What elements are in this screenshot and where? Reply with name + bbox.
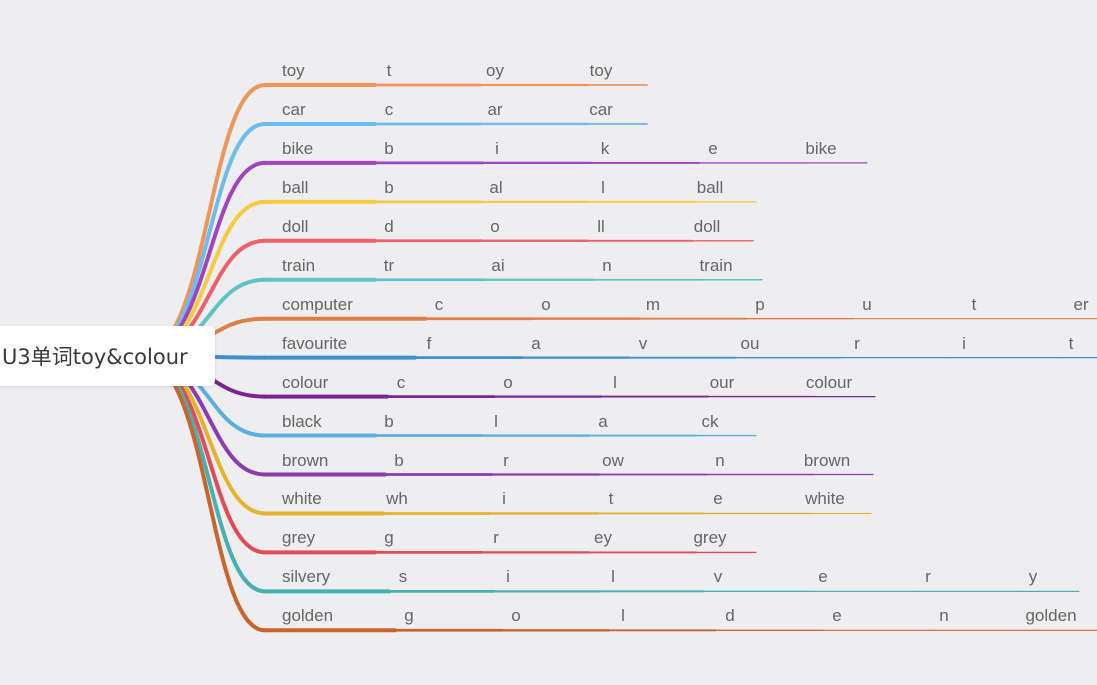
- branch-connector: [138, 83, 267, 358]
- letter-group-node[interactable]: d: [725, 606, 735, 626]
- root-topic-node[interactable]: U3单词toy&colour: [0, 326, 215, 386]
- letter-group-node[interactable]: n: [602, 255, 612, 275]
- letter-group-node[interactable]: er: [1073, 294, 1089, 314]
- letter-group-node[interactable]: v: [713, 567, 723, 587]
- letter-group-node[interactable]: l: [611, 567, 615, 587]
- branch-word-node[interactable]: grey: [282, 528, 316, 548]
- branch-connector: [138, 354, 267, 633]
- letter-group-node[interactable]: grey: [693, 528, 727, 548]
- letter-group-node[interactable]: toy: [589, 61, 613, 80]
- letter-group-node[interactable]: colour: [805, 372, 853, 392]
- letter-group-node[interactable]: i: [495, 138, 499, 158]
- letter-group-node[interactable]: golden: [1025, 606, 1077, 626]
- letter-group-node[interactable]: o: [541, 294, 551, 314]
- letter-group-node[interactable]: oy: [486, 61, 504, 80]
- letter-group-node[interactable]: white: [805, 489, 845, 509]
- branch-word-node[interactable]: doll: [282, 216, 309, 236]
- letter-group-node[interactable]: y: [1028, 567, 1038, 587]
- letter-group-node[interactable]: ar: [487, 99, 503, 119]
- letter-group-node[interactable]: c: [434, 294, 444, 314]
- branch-word-node[interactable]: ball: [282, 177, 309, 197]
- letter-group-node[interactable]: ow: [602, 450, 624, 470]
- letter-group-node[interactable]: e: [818, 567, 828, 587]
- letter-group-node[interactable]: d: [384, 216, 394, 236]
- letter-group-node[interactable]: o: [503, 372, 513, 392]
- letter-group-node[interactable]: g: [404, 606, 414, 626]
- letter-group-node[interactable]: b: [384, 177, 394, 197]
- letter-group-node[interactable]: t: [608, 489, 614, 509]
- letter-group-node[interactable]: r: [503, 450, 509, 470]
- letter-group-node[interactable]: ll: [597, 216, 605, 236]
- branch-word-node[interactable]: black: [282, 411, 322, 431]
- letter-group-node[interactable]: l: [613, 372, 617, 392]
- letter-group-node[interactable]: g: [384, 528, 394, 548]
- letter-group-node[interactable]: k: [600, 138, 610, 158]
- letter-group-node[interactable]: m: [645, 294, 661, 314]
- letter-group-node[interactable]: ey: [594, 528, 612, 548]
- letter-group-node[interactable]: i: [506, 567, 510, 587]
- letter-group-node[interactable]: r: [493, 528, 499, 548]
- letter-group-node[interactable]: r: [925, 567, 931, 587]
- letter-group-node[interactable]: al: [489, 177, 503, 197]
- letter-group-node[interactable]: ai: [491, 255, 505, 275]
- letter-group-node[interactable]: u: [862, 294, 872, 314]
- letter-group-node[interactable]: c: [396, 372, 406, 392]
- letter-group-node[interactable]: train: [699, 255, 733, 275]
- letter-group-node[interactable]: a: [531, 333, 541, 353]
- branch-word-node[interactable]: train: [282, 255, 316, 275]
- letter-group-node[interactable]: ou: [740, 333, 760, 353]
- branch-word-node[interactable]: toy: [282, 61, 305, 80]
- letter-group-node[interactable]: c: [384, 99, 394, 119]
- letter-group-node[interactable]: doll: [693, 216, 721, 236]
- letter-group-node[interactable]: ck: [701, 411, 719, 431]
- letter-group-node[interactable]: i: [962, 333, 966, 353]
- branch-word-node[interactable]: computer: [282, 294, 353, 314]
- letter-group-node[interactable]: l: [601, 177, 605, 197]
- letter-group-node[interactable]: b: [394, 450, 404, 470]
- letter-group-node[interactable]: t: [971, 294, 977, 314]
- letter-group-node[interactable]: a: [598, 411, 608, 431]
- letter-group-node[interactable]: tr: [383, 255, 395, 275]
- branch-word-node[interactable]: golden: [282, 606, 334, 626]
- branch-word-node[interactable]: silvery: [282, 567, 331, 587]
- letter-group-node[interactable]: f: [426, 333, 432, 353]
- letter-group-node[interactable]: p: [755, 294, 765, 314]
- letter-group-node[interactable]: t: [1068, 333, 1074, 353]
- letter-group-node[interactable]: t: [386, 61, 392, 80]
- letter-group-node[interactable]: l: [621, 606, 625, 626]
- letter-group-node[interactable]: b: [384, 411, 394, 431]
- letter-group-node[interactable]: wh: [386, 489, 408, 509]
- letter-group-node[interactable]: ball: [696, 177, 724, 197]
- letter-group-node[interactable]: v: [638, 333, 648, 353]
- branch-word-node[interactable]: white: [282, 489, 322, 509]
- root-topic-label: U3单词toy&colour: [2, 345, 188, 369]
- letter-group-node[interactable]: o: [511, 606, 521, 626]
- branch-word-node[interactable]: favourite: [282, 333, 348, 353]
- branch-word-node[interactable]: brown: [282, 450, 329, 470]
- letter-group-node[interactable]: n: [939, 606, 949, 626]
- letter-group-node[interactable]: l: [494, 411, 498, 431]
- branch-word-node[interactable]: colour: [282, 372, 329, 392]
- letter-group-node[interactable]: e: [713, 489, 723, 509]
- letter-group-node[interactable]: e: [708, 138, 718, 158]
- letter-group-node[interactable]: brown: [803, 450, 851, 470]
- letter-group-node[interactable]: e: [832, 606, 842, 626]
- letter-group-node[interactable]: o: [490, 216, 500, 236]
- letter-group-node[interactable]: i: [502, 489, 506, 509]
- letter-group-node[interactable]: n: [715, 450, 725, 470]
- branch-word-node[interactable]: car: [282, 99, 306, 119]
- letter-group-node[interactable]: s: [398, 567, 408, 587]
- letter-group-node[interactable]: car: [589, 99, 613, 119]
- branch-word-node[interactable]: bike: [282, 138, 314, 158]
- letter-group-node[interactable]: bike: [805, 138, 837, 158]
- letter-group-node[interactable]: b: [384, 138, 394, 158]
- letter-group-node[interactable]: our: [709, 372, 735, 392]
- letter-group-node[interactable]: r: [854, 333, 860, 353]
